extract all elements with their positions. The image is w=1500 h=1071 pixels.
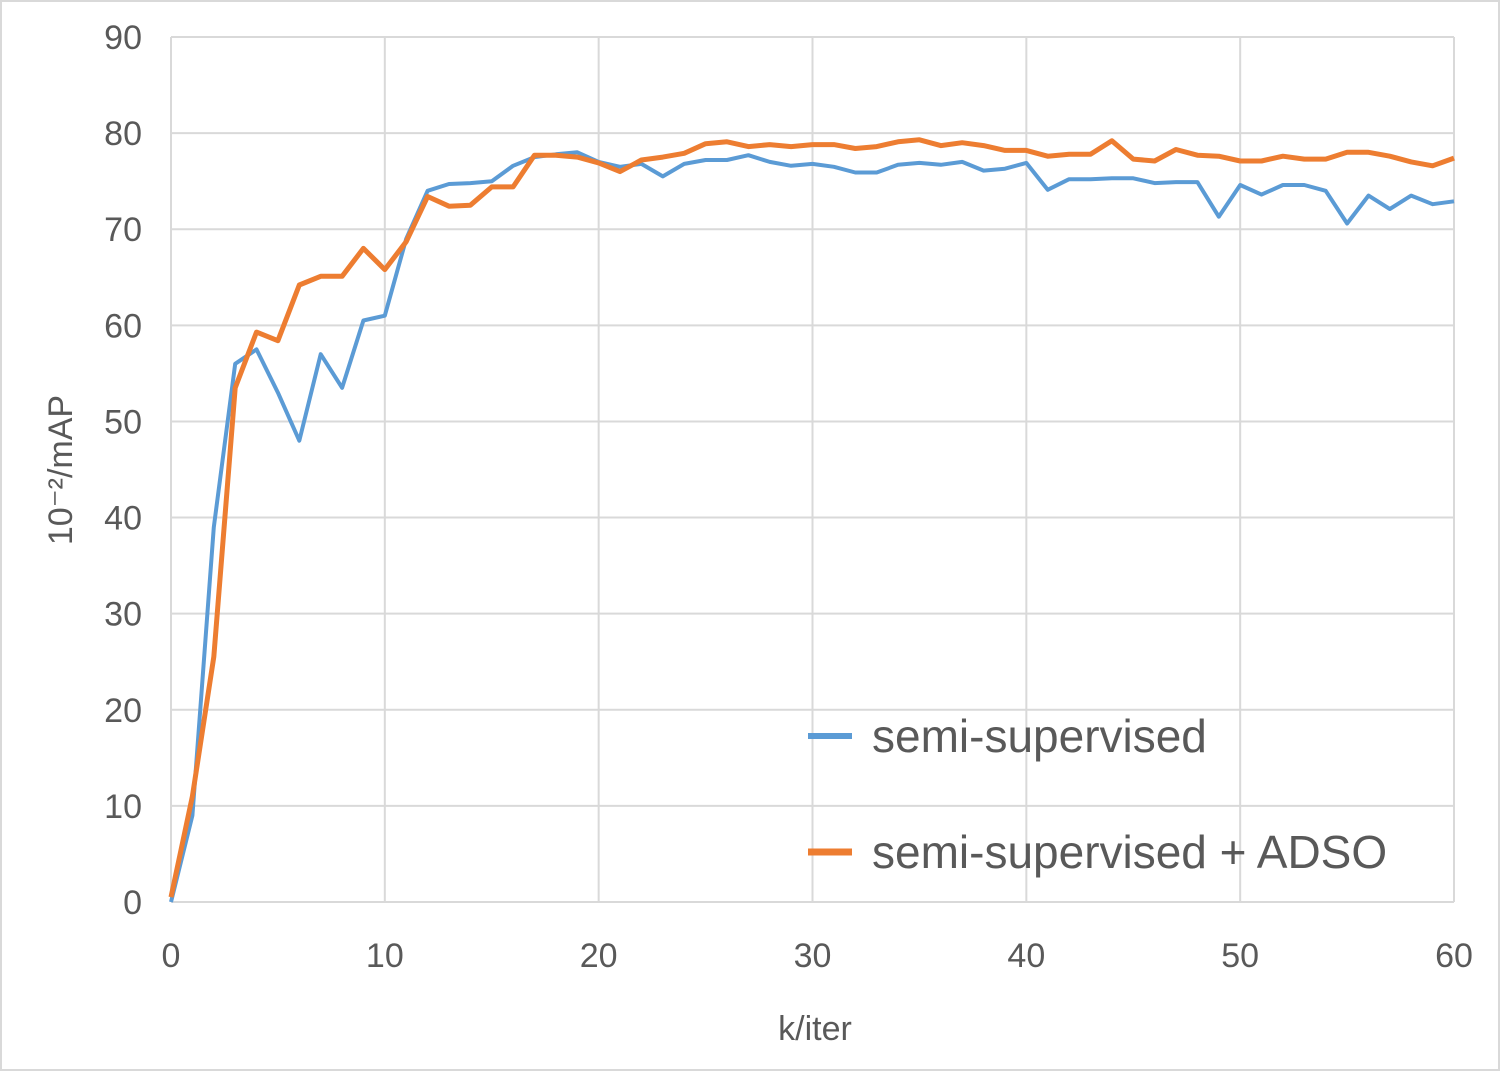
legend-label-1: semi-supervised [872, 710, 1207, 762]
legend-label-2: semi-supervised + ADSO [872, 826, 1387, 878]
x-axis-ticks: 0 10 20 30 40 50 60 [162, 937, 1473, 975]
series-line-1 [169, 150, 1455, 903]
x-tick-label: 40 [1007, 937, 1045, 975]
x-tick-label: 30 [794, 937, 832, 975]
x-tick-label: 10 [366, 937, 404, 975]
x-tick-label: 0 [162, 937, 181, 975]
gridlines [170, 36, 1455, 903]
y-tick-label: 40 [104, 500, 142, 538]
y-tick-label: 0 [123, 884, 142, 922]
y-axis-label: 10⁻²/mAP [42, 395, 80, 545]
y-tick-label: 50 [104, 403, 142, 441]
x-tick-label: 50 [1221, 937, 1259, 975]
y-tick-label: 60 [104, 307, 142, 345]
series-lines [168, 137, 1455, 903]
y-tick-label: 20 [104, 692, 142, 730]
legend: semi-supervised semi-supervised + ADSO [808, 710, 1387, 878]
y-tick-label: 90 [104, 19, 142, 57]
series-line-2 [168, 137, 1455, 898]
y-tick-label: 70 [104, 211, 142, 249]
x-tick-label: 60 [1435, 937, 1473, 975]
y-tick-label: 10 [104, 788, 142, 826]
y-tick-label: 30 [104, 596, 142, 634]
x-axis-label: k/iter [778, 1010, 852, 1048]
x-tick-label: 20 [580, 937, 618, 975]
y-tick-label: 80 [104, 115, 142, 153]
y-axis-ticks: 0 10 20 30 40 50 60 70 80 90 [104, 19, 142, 922]
